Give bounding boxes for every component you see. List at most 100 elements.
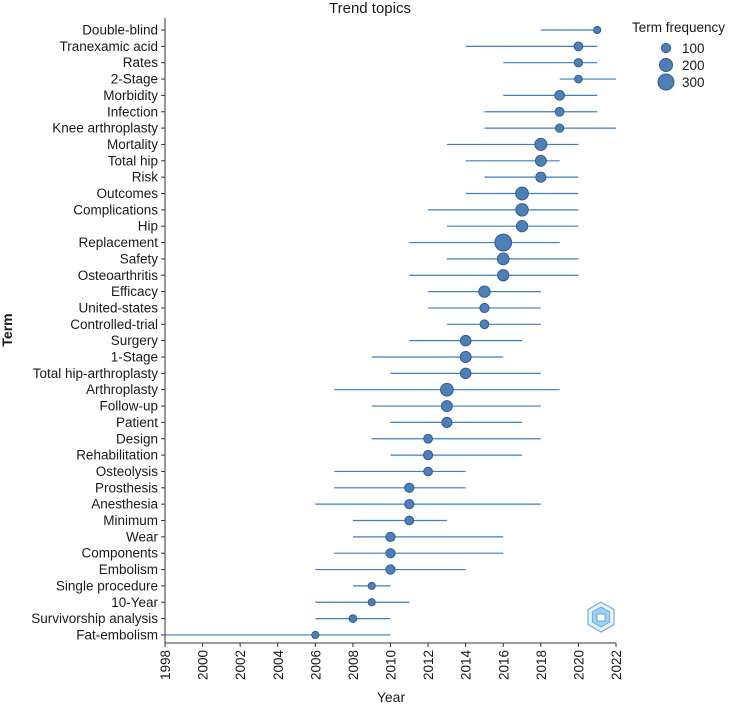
term-label: Controlled-trial [70, 317, 158, 332]
term-label: Risk [132, 170, 158, 185]
term-point [573, 58, 584, 68]
term-label: Single procedure [56, 578, 158, 593]
term-point [478, 285, 491, 298]
term-label: Rates [123, 55, 159, 70]
x-tick-label: 2004 [271, 650, 286, 681]
legend-label: 100 [682, 41, 705, 56]
legend-swatch [658, 57, 674, 73]
term-label: Safety [120, 251, 159, 266]
term-label: Patient [116, 415, 158, 430]
chart-title: Trend topics [329, 0, 411, 17]
term-label: Osteoarthritis [78, 268, 159, 283]
legend-swatch [660, 42, 672, 54]
legend: Term frequency 100 200 300 [632, 20, 725, 91]
term-label: Outcomes [96, 186, 158, 201]
term-label: Embolism [99, 562, 158, 577]
term-point [385, 531, 396, 542]
x-tick-label: 2014 [459, 650, 474, 681]
x-axis-title: Year [377, 689, 406, 705]
x-tick-label: 2010 [384, 650, 399, 680]
term-label: 1-Stage [111, 350, 158, 365]
term-point [422, 449, 434, 461]
term-point [367, 581, 376, 590]
term-label: Efficacy [111, 284, 158, 299]
journal-logo [587, 601, 615, 633]
x-tick-label: 2016 [496, 650, 511, 680]
term-label: Complications [73, 202, 158, 217]
term-label: Infection [107, 104, 158, 119]
term-point [404, 515, 415, 526]
x-tick-label: 2020 [571, 650, 586, 680]
legend-swatch [657, 73, 675, 91]
term-label: Follow-up [99, 399, 158, 414]
term-point [494, 233, 513, 252]
term-label: Surgery [111, 333, 159, 348]
legend-title: Term frequency [632, 20, 725, 35]
term-point [404, 499, 415, 510]
term-point [423, 433, 433, 444]
term-point [534, 154, 547, 167]
term-point [573, 41, 584, 52]
y-axis-title: Term [0, 313, 15, 346]
term-point [479, 319, 490, 330]
x-tick-label: 2002 [233, 650, 248, 680]
term-label: Double-blind [82, 23, 158, 38]
term-label: Rehabilitation [76, 448, 158, 463]
term-label: Knee arthroplasty [52, 121, 158, 136]
term-point [441, 416, 453, 428]
term-label: Minimum [103, 513, 158, 528]
term-label: Replacement [78, 235, 158, 250]
term-label: 10-Year [111, 595, 158, 610]
legend-label: 200 [682, 58, 705, 73]
term-label: Components [81, 546, 158, 561]
term-point [574, 74, 583, 84]
term-point [479, 302, 490, 314]
term-point [423, 466, 433, 477]
term-point [459, 334, 472, 347]
term-label: Total hip-arthroplasty [33, 366, 159, 381]
term-point [440, 382, 454, 397]
term-label: Anesthesia [91, 497, 158, 512]
term-point [515, 186, 529, 201]
term-point [385, 548, 396, 559]
term-label: Tranexamic acid [59, 39, 158, 54]
x-tick-label: 2006 [308, 650, 323, 680]
term-point [348, 614, 358, 623]
term-label: Survivorship analysis [31, 611, 158, 626]
term-point [515, 220, 529, 233]
term-label: Hip [138, 219, 158, 234]
term-label: Prosthesis [95, 480, 158, 495]
term-point [515, 203, 529, 217]
x-tick-label: 2012 [421, 650, 436, 680]
term-label: United-states [78, 300, 158, 315]
term-label: 2-Stage [111, 72, 158, 87]
term-point [440, 400, 453, 413]
term-label: Fat-embolism [76, 627, 158, 642]
term-label: Wear [126, 529, 159, 544]
term-label: Mortality [107, 137, 158, 152]
term-point [404, 482, 415, 493]
term-point [497, 269, 510, 282]
term-point [385, 564, 396, 575]
term-point [554, 106, 565, 117]
term-label: Osteolysis [96, 464, 159, 479]
term-label: Morbidity [103, 88, 158, 103]
term-point [459, 367, 472, 380]
x-tick-label: 2008 [346, 650, 361, 680]
x-tick-label: 1998 [158, 650, 173, 680]
term-point [534, 137, 548, 151]
term-point [554, 90, 565, 101]
x-tick-label: 2018 [534, 650, 549, 680]
term-point [593, 25, 602, 35]
term-point [496, 252, 510, 266]
x-tick-label: 2022 [609, 650, 624, 680]
logo-mark [596, 613, 606, 622]
legend-label: 300 [682, 75, 705, 90]
term-label: Design [116, 431, 158, 446]
term-label: Arthroplasty [86, 382, 158, 397]
term-point [367, 598, 376, 607]
term-points [311, 25, 602, 640]
term-point [311, 630, 320, 640]
